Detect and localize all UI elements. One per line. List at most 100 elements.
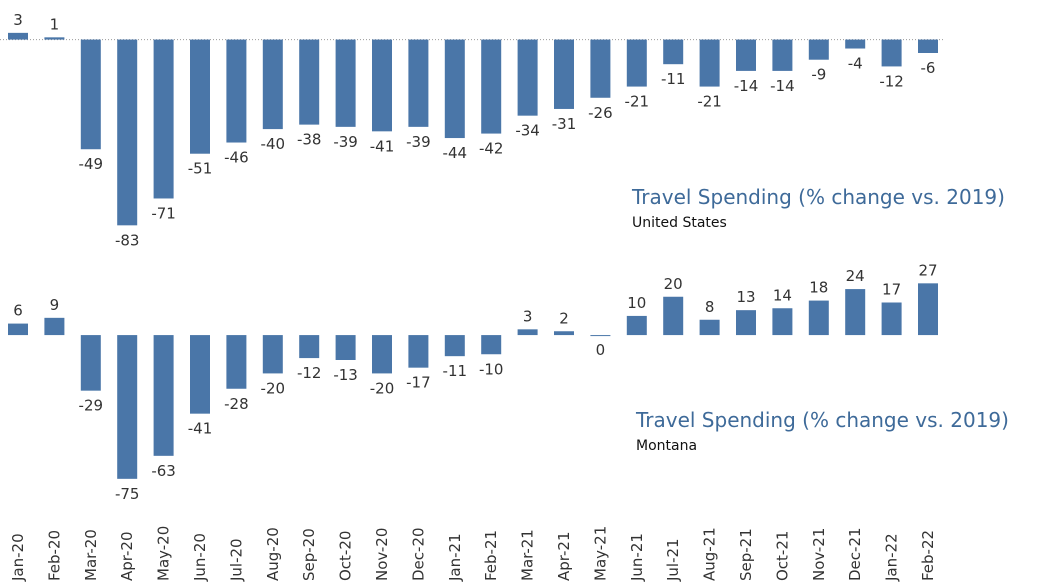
data-label: -11 bbox=[443, 362, 468, 380]
data-label: -17 bbox=[406, 374, 431, 392]
bar bbox=[153, 39, 174, 199]
x-tick-label: Mar-20 bbox=[82, 529, 100, 581]
data-label: -4 bbox=[848, 55, 863, 73]
data-label: -75 bbox=[115, 485, 140, 503]
x-tick-label: May-20 bbox=[155, 526, 173, 581]
data-label: -28 bbox=[224, 395, 249, 413]
bar bbox=[262, 39, 283, 130]
data-label: 13 bbox=[736, 288, 755, 306]
bar bbox=[80, 39, 101, 150]
bar bbox=[335, 39, 356, 127]
data-label: -38 bbox=[297, 131, 322, 149]
data-label: -14 bbox=[734, 77, 759, 95]
x-tick-label: Jun-20 bbox=[191, 533, 209, 582]
data-label: 0 bbox=[596, 341, 606, 359]
bar bbox=[808, 39, 829, 60]
x-tick-label: Jan-21 bbox=[446, 533, 464, 582]
data-label: -46 bbox=[224, 149, 249, 167]
data-label: -40 bbox=[261, 135, 286, 153]
bar bbox=[8, 323, 28, 336]
data-label: -9 bbox=[811, 66, 826, 84]
bar bbox=[299, 39, 320, 125]
x-tick-label: Jan-22 bbox=[883, 533, 901, 582]
data-label: 2 bbox=[559, 309, 569, 327]
bar bbox=[481, 335, 502, 355]
bar bbox=[190, 39, 210, 154]
data-label: -10 bbox=[479, 360, 504, 378]
data-label: 3 bbox=[13, 11, 23, 29]
bar bbox=[190, 335, 210, 414]
x-tick-label: Jul-20 bbox=[227, 538, 245, 582]
data-label: -41 bbox=[188, 420, 213, 438]
data-label: 8 bbox=[705, 298, 715, 316]
bar bbox=[881, 302, 902, 336]
bar bbox=[372, 335, 392, 374]
data-label: -26 bbox=[588, 104, 613, 122]
bar bbox=[444, 335, 465, 357]
bar bbox=[517, 329, 538, 336]
data-label: 9 bbox=[50, 296, 60, 314]
x-tick-label: Nov-21 bbox=[810, 528, 828, 581]
data-label: -83 bbox=[115, 231, 140, 249]
bar bbox=[8, 32, 28, 40]
data-label: -6 bbox=[921, 59, 936, 77]
data-label: 6 bbox=[13, 302, 23, 320]
data-label: -41 bbox=[370, 137, 395, 155]
bar bbox=[444, 39, 465, 139]
bar bbox=[736, 310, 756, 336]
x-tick-label: Aug-21 bbox=[701, 527, 719, 581]
bar bbox=[44, 317, 65, 336]
bar bbox=[481, 39, 502, 134]
x-tick-label: Feb-21 bbox=[482, 530, 500, 581]
bar bbox=[554, 331, 574, 336]
bar bbox=[335, 335, 356, 360]
data-label: 3 bbox=[523, 307, 533, 325]
bar bbox=[372, 39, 392, 132]
x-tick-label: Oct-21 bbox=[773, 531, 791, 581]
chart-subtitle: Montana bbox=[636, 438, 697, 454]
bar bbox=[845, 39, 866, 49]
data-label: -51 bbox=[188, 160, 213, 178]
bar bbox=[845, 289, 866, 336]
bar bbox=[262, 335, 283, 374]
data-label: -42 bbox=[479, 140, 504, 158]
bar bbox=[299, 335, 320, 359]
x-tick-label: Apr-20 bbox=[118, 532, 136, 582]
bar bbox=[554, 39, 574, 109]
x-tick-label: Dec-20 bbox=[409, 527, 427, 581]
x-tick-label: Feb-20 bbox=[45, 530, 63, 581]
data-label: -12 bbox=[879, 72, 904, 90]
chart-title: Travel Spending (% change vs. 2019) bbox=[631, 185, 1005, 209]
x-tick-label: Sep-21 bbox=[737, 528, 755, 581]
bar bbox=[736, 39, 756, 71]
bar bbox=[663, 296, 684, 336]
x-tick-label: Oct-20 bbox=[337, 531, 355, 581]
data-label: -34 bbox=[515, 122, 540, 140]
bar bbox=[226, 335, 247, 389]
data-label: -20 bbox=[261, 379, 286, 397]
data-label: -21 bbox=[625, 93, 650, 111]
x-tick-label: May-21 bbox=[591, 526, 609, 581]
bar bbox=[408, 39, 429, 127]
bar bbox=[80, 335, 101, 391]
x-tick-label: Jan-20 bbox=[9, 533, 27, 582]
bar bbox=[772, 308, 793, 336]
data-label: -31 bbox=[552, 115, 577, 133]
bar bbox=[772, 39, 793, 71]
x-tick-label: Sep-20 bbox=[300, 528, 318, 581]
bar bbox=[590, 39, 611, 98]
data-label: -39 bbox=[333, 133, 358, 151]
data-label: -14 bbox=[770, 77, 795, 95]
bar bbox=[699, 319, 720, 336]
x-tick-label: Apr-21 bbox=[555, 532, 573, 582]
x-tick-label: Mar-21 bbox=[519, 529, 537, 581]
bar bbox=[408, 335, 429, 368]
data-label: 10 bbox=[627, 294, 646, 312]
x-tick-label: Aug-20 bbox=[264, 527, 282, 581]
bar bbox=[153, 335, 174, 456]
bar bbox=[918, 283, 938, 336]
bar bbox=[517, 39, 538, 116]
bar bbox=[590, 335, 611, 337]
chart-subtitle: United States bbox=[632, 215, 727, 231]
